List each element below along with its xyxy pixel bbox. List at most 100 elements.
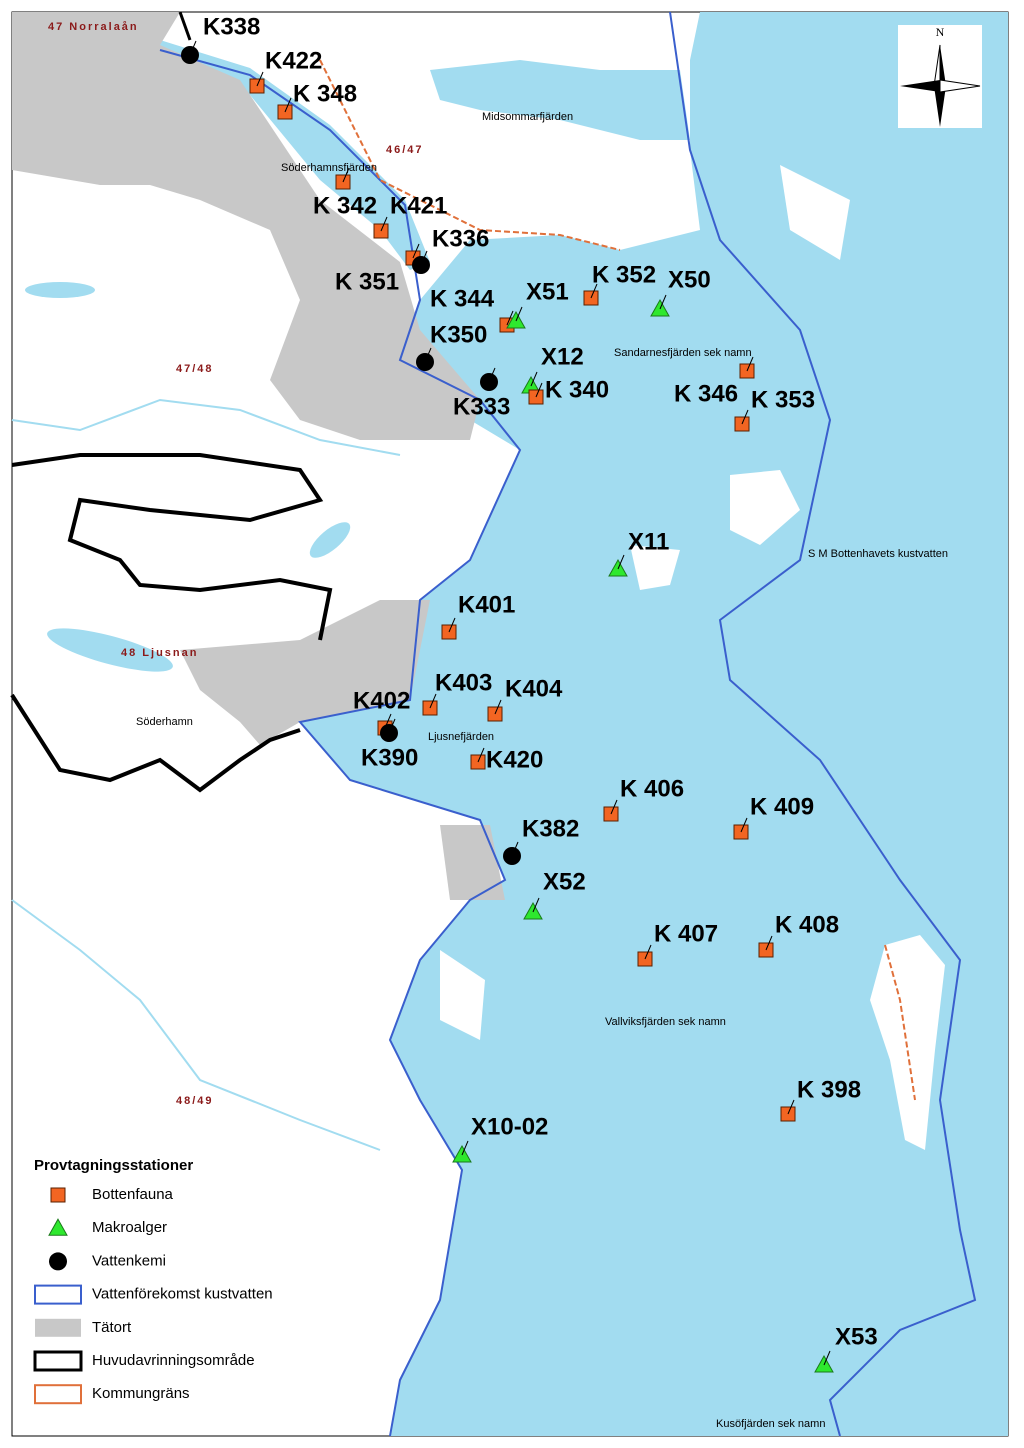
leader-line: [256, 71, 264, 87]
island: [440, 950, 485, 1040]
leader-line: [424, 347, 432, 363]
leader-line: [515, 306, 523, 322]
legend-label: Tätort: [92, 1319, 132, 1336]
area-label: Kusöfjärden sek namn: [716, 1418, 825, 1430]
area-label: Söderhamnsfjärden: [281, 162, 377, 174]
urban-area: [440, 825, 505, 900]
legend-box: [26, 1148, 316, 1418]
station-label: K401: [458, 591, 515, 618]
leader-line: [532, 897, 540, 913]
station-label: X10-02: [471, 1113, 548, 1140]
leader-line: [590, 283, 598, 299]
island: [630, 545, 680, 590]
legend-label: Vattenförekomst kustvatten: [92, 1286, 273, 1303]
station-label: K390: [361, 744, 418, 771]
area-label: Vallviksfjärden sek namn: [605, 1016, 726, 1028]
leader-line: [488, 367, 496, 383]
leader-line: [477, 747, 485, 763]
bay: [430, 60, 690, 140]
station-label: X11: [628, 528, 669, 555]
station-label: K336: [432, 225, 489, 252]
station-marker: [503, 847, 521, 865]
station-label: K 398: [797, 1076, 861, 1103]
station-label: K 351: [335, 268, 399, 295]
area-label: 48 Ljusnan: [121, 647, 198, 659]
legend-label: Makroalger: [92, 1219, 167, 1236]
municipal-boundary: [884, 944, 916, 1101]
legend-symbol: [34, 1284, 82, 1305]
lake: [309, 522, 351, 558]
legend-label: Vattenkemi: [92, 1252, 166, 1269]
leader-line: [494, 699, 502, 715]
station-label: K 340: [545, 376, 609, 403]
compass-label: N: [936, 25, 945, 39]
undefined: [48, 1218, 68, 1236]
area-label: Söderhamn: [136, 716, 193, 728]
island: [870, 935, 945, 1150]
sea: [300, 12, 1008, 1436]
urban-area: [12, 12, 480, 440]
undefined: [50, 1187, 66, 1203]
leader-line: [746, 356, 754, 372]
station-label: X53: [835, 1323, 878, 1350]
station-label: K350: [430, 321, 487, 348]
leader-line: [530, 371, 538, 387]
compass-rose: [900, 80, 940, 92]
compass-rose: [940, 45, 946, 86]
basemap: N Provtagningsstationer: [10, 11, 1008, 1437]
leader-line: [342, 167, 350, 183]
catchment-boundary: [11, 453, 333, 641]
leader-line: [380, 216, 388, 232]
legend-label: Bottenfauna: [92, 1186, 174, 1203]
station-label: K 348: [293, 80, 357, 107]
municipal-boundary: [319, 59, 621, 251]
station-label: K333: [453, 393, 510, 420]
station-label: K 407: [654, 920, 718, 947]
station-label: X12: [541, 343, 584, 370]
station-label: K422: [265, 47, 322, 74]
leader-line: [644, 944, 652, 960]
compass-rose: [934, 86, 946, 127]
leader-line: [412, 243, 420, 259]
water-body-boundary: [669, 11, 977, 1437]
station-label: X51: [526, 278, 569, 305]
urban-area: [180, 600, 430, 745]
undefined: [49, 1252, 67, 1271]
island: [550, 150, 640, 230]
leader-line: [610, 799, 618, 815]
station-label: K 352: [592, 261, 656, 288]
leader-line: [765, 935, 773, 951]
leader-line: [740, 817, 748, 833]
legend-label: Huvudavrinningsområde: [92, 1352, 255, 1369]
compass-rose: [939, 79, 981, 93]
station-label: K 344: [430, 285, 495, 312]
leader-line: [535, 382, 543, 398]
leader-line: [420, 250, 428, 266]
leader-line: [429, 693, 437, 709]
island: [780, 165, 850, 260]
island: [730, 470, 800, 545]
river: [11, 899, 381, 1151]
leader-line: [617, 554, 625, 570]
river: [11, 398, 401, 456]
leader-line: [741, 409, 749, 425]
area-label: Midsommarfjärden: [482, 111, 573, 123]
catchment-boundary: [178, 11, 192, 41]
area-label: 47 Norralaån: [48, 21, 139, 33]
station-label: K421: [390, 192, 447, 219]
leader-line: [511, 841, 519, 857]
catchment-boundary: [10, 693, 301, 793]
leader-line: [388, 718, 396, 734]
channel: [160, 40, 430, 270]
area-label: 48/49: [176, 1095, 214, 1107]
lake: [47, 628, 173, 672]
legend-symbol: [33, 1350, 83, 1372]
leader-line: [448, 617, 456, 633]
station-label: K402: [353, 687, 410, 714]
station-label: X50: [668, 266, 711, 293]
leader-line: [506, 310, 514, 326]
leader-line: [189, 40, 197, 56]
area-label: Ljusnefjärden: [428, 731, 494, 743]
station-label: K 408: [775, 911, 839, 938]
